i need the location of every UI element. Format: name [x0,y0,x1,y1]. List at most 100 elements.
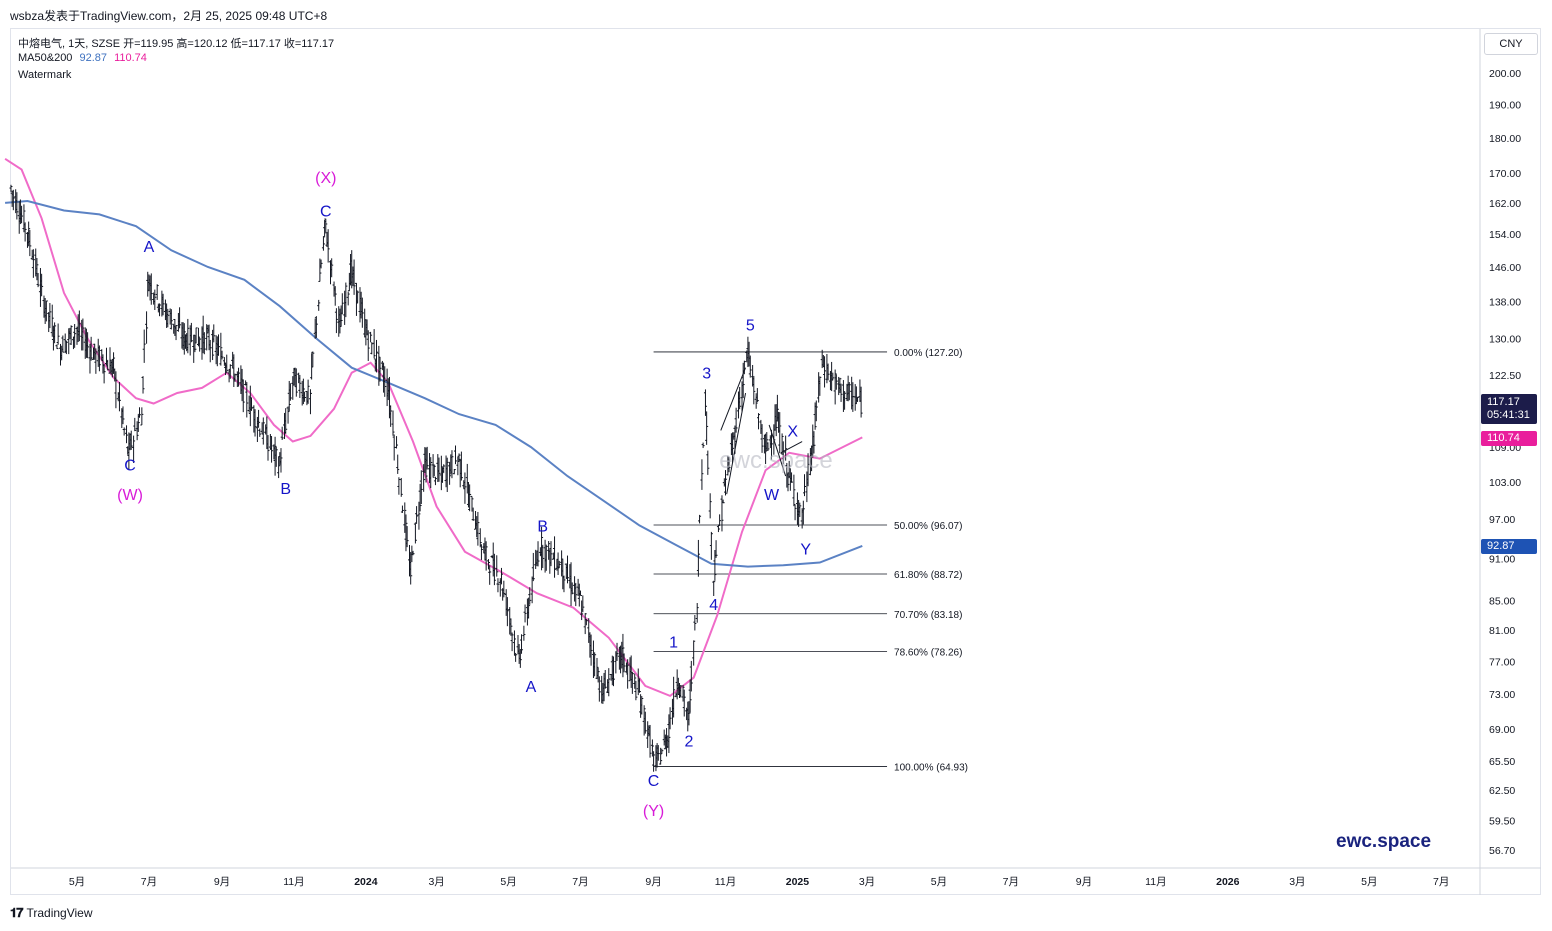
ohlc-bar [527,597,531,619]
ohlc-bar [298,374,302,398]
fib-level-label: 50.00% (96.07) [894,521,962,532]
ohlc-bar [505,597,509,627]
ohlc-bar [340,293,344,315]
ohlc-bar [237,367,241,387]
ohlc-bar [798,502,802,518]
ohlc-bar [403,502,407,533]
ohlc-bar [547,541,551,560]
ohlc-bar [106,359,110,371]
ohlc-bar [830,361,834,392]
x-tick-label: 7月 [1433,876,1449,888]
y-tick-label: 65.50 [1489,756,1515,768]
ewc-watermark: ewc.space [1336,831,1432,852]
ohlc-bar [499,567,503,585]
ohlc-bar [531,552,535,582]
ohlc-bar [487,559,491,570]
y-tick-label: 190.00 [1489,100,1521,112]
ohlc-bar [287,380,291,412]
x-tick-label: 11月 [283,876,304,888]
ohlc-bar [679,685,683,698]
x-tick-label: 5月 [1361,876,1377,888]
ohlc-bar [61,335,65,353]
ohlc-bar [15,192,19,220]
ohlc-bar [757,413,761,430]
elliott-wave-label: 5 [746,317,755,334]
ohlc-bar [433,476,437,486]
ohlc-bar [637,678,641,693]
elliott-wave-label: X [787,423,798,440]
elliott-wave-label: B [280,481,291,498]
x-tick-label: 5月 [500,876,516,888]
y-tick-label: 130.00 [1489,334,1521,346]
wave-trend-line [780,441,803,454]
ohlc-bar [716,524,720,533]
ohlc-bar [479,544,483,560]
ohlc-bar [642,705,646,736]
ohlc-bar [142,329,146,363]
ohlc-bar [28,230,32,257]
ohlc-bar [166,308,170,328]
tradingview-logo-icon: 𝟏𝟕 [10,905,24,920]
ohlc-bar [23,222,27,242]
ohlc-bar [409,551,413,585]
x-tick-label: 2024 [354,876,378,888]
ohlc-bar [391,410,395,436]
ohlc-bar [700,459,704,490]
ohlc-bar [36,273,40,288]
ohlc-bar [417,501,421,530]
ohlc-bar [311,351,315,367]
ohlc-bar [471,507,475,521]
tradingview-footer[interactable]: 𝟏𝟕 TradingView [10,905,93,921]
ohlc-bar [9,184,13,192]
elliott-wave-label: (Y) [643,803,664,820]
ohlc-bar [97,345,101,372]
currency-selector[interactable]: CNY [1484,33,1538,55]
ohlc-bar [765,432,769,451]
ohlc-bar [812,431,816,454]
ohlc-bar [245,382,249,418]
ohlc-bar [557,560,561,569]
ohlc-bar [622,653,626,673]
ohlc-bar [596,667,600,683]
ohlc-bar [792,474,796,507]
ohlc-bar [496,578,500,593]
ohlc-bar [102,364,106,384]
ohlc-bar [198,337,202,352]
ma-legend: MA50&200 92.87 110.74 [18,52,151,64]
ohlc-bar [129,430,133,450]
ohlc-bar [339,305,343,328]
x-tick-label: 9月 [645,876,661,888]
ohlc-bar [843,391,847,410]
ohlc-bar [712,580,716,596]
ohlc-bar [786,472,790,492]
ohlc-bar [714,540,718,558]
ohlc-bar [839,383,843,402]
ohlc-bar [621,633,625,678]
ohlc-bar [20,205,24,224]
ohlc-bar [488,565,492,585]
ohlc-bar [53,322,57,344]
x-tick-label: 2026 [1216,876,1240,888]
ohlc-bar [418,483,422,512]
ohlc-bar [250,397,254,411]
ohlc-bar [419,470,423,505]
ohlc-bar [308,389,312,415]
ohlc-bar [478,528,482,548]
wave-trend-line [768,424,787,477]
ohlc-bar [136,413,140,432]
ohlc-bar [270,436,274,463]
ohlc-bar [806,453,810,487]
y-tick-label: 138.00 [1489,297,1521,309]
ohlc-bar [705,411,709,445]
chart-frame [10,28,1541,895]
elliott-wave-label: 1 [669,635,678,652]
ohlc-bar [174,325,178,341]
ohlc-bar [374,339,378,373]
ohlc-bar [149,273,153,305]
y-tick-label: 170.00 [1489,168,1521,180]
ohlc-bar [370,342,374,355]
ohlc-bar [202,332,206,355]
ohlc-bar [566,555,570,584]
ohlc-bar [73,324,77,348]
